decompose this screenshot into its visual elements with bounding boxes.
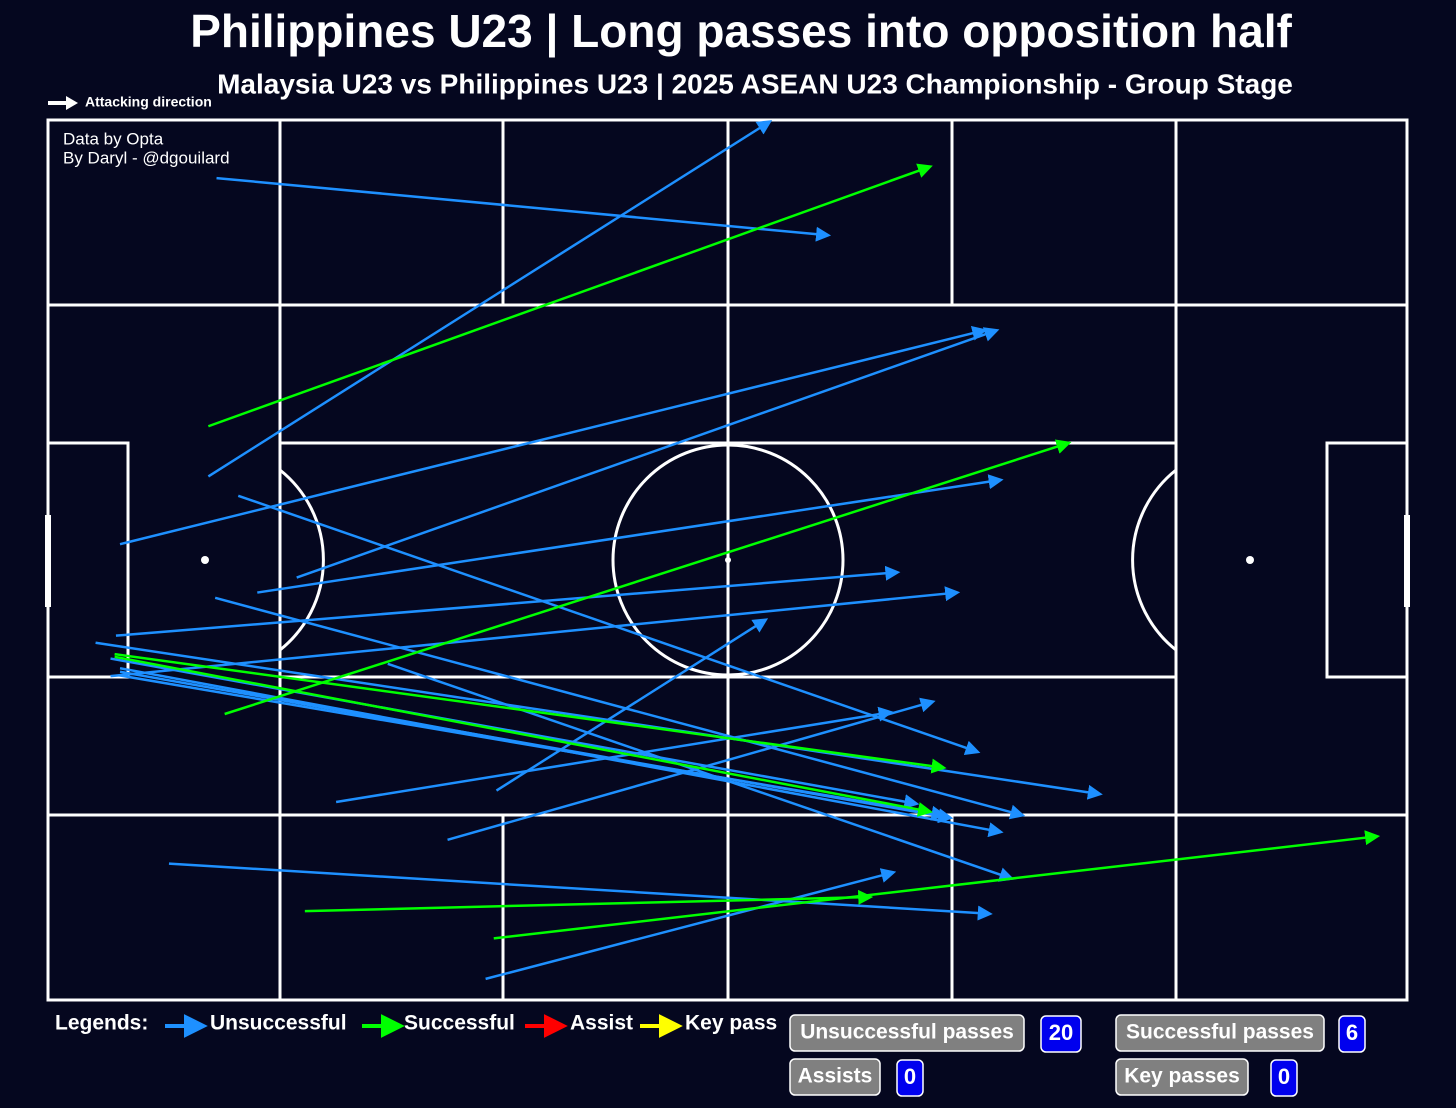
chart-subtitle: Malaysia U23 vs Philippines U23 | 2025 A… xyxy=(217,68,1293,99)
pass-arrow xyxy=(115,565,901,637)
legend-label: Key pass xyxy=(685,1012,777,1035)
stat-value: 20 xyxy=(1049,1020,1073,1045)
pass-arrow xyxy=(304,889,874,913)
pass-arrow xyxy=(168,862,993,921)
passes xyxy=(95,120,1381,981)
direction-label: Attacking direction xyxy=(85,94,212,110)
pass-arrow xyxy=(296,327,1000,579)
pass-arrow xyxy=(447,697,936,842)
stat-label: Unsuccessful passes xyxy=(800,1021,1014,1044)
stat-label: Key passes xyxy=(1124,1065,1240,1088)
stat-value: 0 xyxy=(1278,1064,1290,1089)
pass-arrow xyxy=(224,439,1072,716)
stat-label-box xyxy=(789,1014,1025,1052)
stat-value: 0 xyxy=(904,1064,916,1089)
pass-arrow xyxy=(257,474,1004,594)
stat-label: Successful passes xyxy=(1126,1021,1314,1044)
pass-arrow xyxy=(493,830,1381,940)
pass-arrow xyxy=(110,586,961,678)
stat-label-box xyxy=(1115,1014,1325,1052)
stat-value-box xyxy=(1040,1015,1082,1053)
stat-label-box xyxy=(1115,1058,1249,1096)
pass-arrow xyxy=(119,325,988,546)
stat-label-box xyxy=(789,1058,881,1096)
pass-arrow xyxy=(114,655,933,817)
stat-value-box xyxy=(1270,1059,1298,1097)
legend-label: Unsuccessful xyxy=(210,1012,347,1035)
legend-label: Successful xyxy=(404,1012,515,1035)
pass-arrow xyxy=(485,868,897,981)
pass-arrow xyxy=(387,662,1015,882)
pass-arrow xyxy=(110,657,920,810)
legend-label: Assist xyxy=(570,1012,633,1035)
chart-title: Philippines U23 | Long passes into oppos… xyxy=(190,5,1292,57)
pass-arrow xyxy=(207,120,773,478)
stat-value-box xyxy=(1338,1015,1366,1053)
stat-value: 6 xyxy=(1346,1020,1358,1045)
pass-arrow xyxy=(95,641,1103,800)
pass-arrow xyxy=(216,176,832,242)
stat-value-box xyxy=(896,1059,924,1097)
pass-arrow xyxy=(237,494,981,755)
legend-title: Legends: xyxy=(55,1012,148,1035)
pass-arrow xyxy=(214,596,1026,820)
credit: By Daryl - @dgouilard xyxy=(63,148,230,167)
pass-arrow xyxy=(207,163,933,428)
pass-arrow xyxy=(495,618,769,792)
pass-arrow xyxy=(335,706,894,804)
pass-arrow xyxy=(114,652,947,774)
direction-arrow xyxy=(48,96,78,110)
credit: Data by Opta xyxy=(63,129,164,148)
stat-label: Assists xyxy=(798,1065,873,1088)
